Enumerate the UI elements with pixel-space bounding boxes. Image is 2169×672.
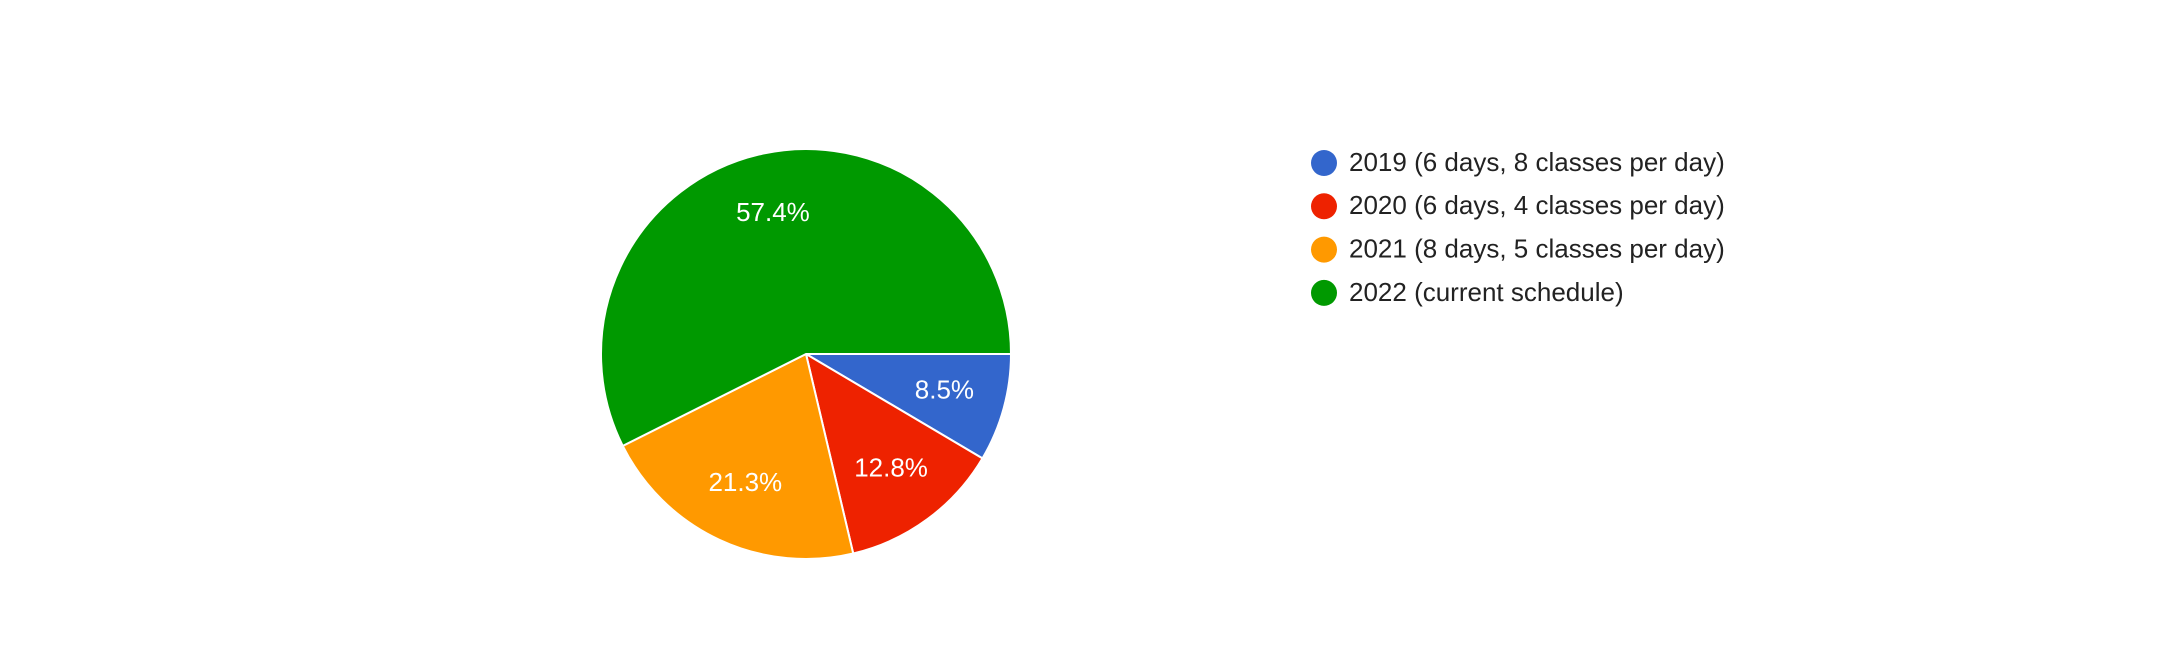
legend-swatch: [1311, 193, 1337, 220]
slice-label: 12.8%: [854, 452, 928, 482]
legend-label: 2021 (8 days, 5 classes per day): [1349, 233, 1725, 263]
pie-slice: [600, 147, 1013, 448]
pie-slice: [621, 352, 855, 560]
legend-label: 2020 (6 days, 4 classes per day): [1349, 190, 1725, 220]
legend-swatch: [1311, 279, 1337, 306]
slice-label: 57.4%: [736, 197, 810, 227]
slice-label: 8.5%: [915, 375, 974, 405]
pie-slice: [804, 351, 984, 555]
legend-label: 2019 (6 days, 8 classes per day): [1349, 147, 1725, 177]
legend-label: 2022 (current schedule): [1349, 277, 1624, 307]
legend-swatch: [1311, 150, 1337, 176]
pie-slice: [802, 353, 1013, 460]
legend-swatch: [1311, 236, 1337, 263]
slice-label: 21.3%: [708, 467, 782, 497]
